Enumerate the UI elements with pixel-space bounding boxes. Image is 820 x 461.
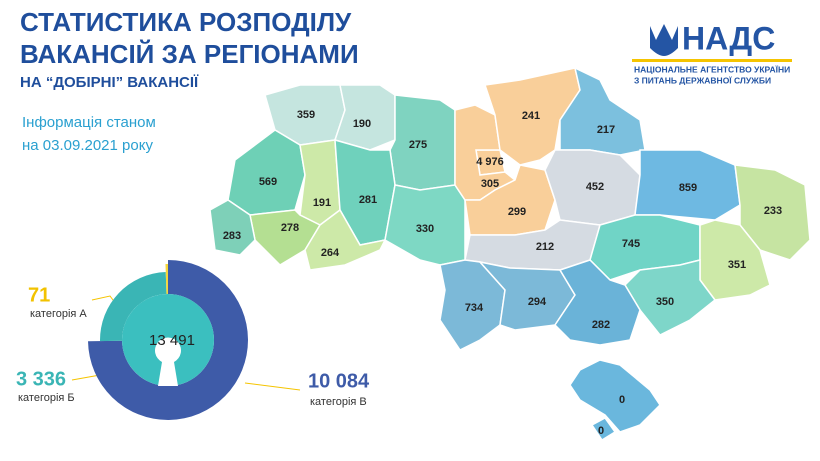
title: ВАКАНСІЙ ЗА РЕГІОНАМИ [20,39,359,69]
region [734,164,811,261]
region-value: 264 [321,247,340,259]
region-value: 283 [223,230,241,242]
value-label: 10 084 [308,370,370,392]
donut-segment [100,272,167,342]
region-value: 191 [313,197,331,209]
map: 359 190 275 569 191 281 278 283 264 330 4 976 305 29… [209,66,811,442]
category-label: категорія А [30,308,87,320]
region-value: 859 [679,182,697,194]
region-value: 294 [528,296,547,308]
logo: НАДС НАЦІОНАЛЬНЕ АГЕНТСТВО УКРАЇНИ З ПИТ… [632,20,792,85]
info: на 03.09.2021 року [22,137,153,154]
region-value: 282 [592,319,610,331]
trident [650,24,678,56]
region-value: 281 [359,194,377,206]
region-value: 190 [353,118,371,130]
region-value: 359 [297,109,315,121]
keyhole [155,337,181,386]
donut-segment [165,264,168,295]
region [590,417,617,442]
region-value: 212 [536,241,554,253]
region-value: 0 [598,425,604,437]
donut-chart: 13 491 71 категорія А 3 336 категорія Б 10 08… [16,260,370,420]
logo-text: З ПИТАНЬ ДЕРЖАВНОЇ СЛУЖБИ [634,75,771,85]
region-value: 452 [586,181,604,193]
region [334,84,396,151]
region-value: 275 [409,139,427,151]
region-value: 734 [465,302,484,314]
logo-text: НАЦІОНАЛЬНЕ АГЕНТСТВО УКРАЇНИ [634,64,790,74]
value-label: 3 336 [16,368,66,390]
logo-name: НАДС [682,20,775,56]
region [569,359,661,433]
region [554,259,641,346]
region-value: 278 [281,222,299,234]
region-value: 330 [416,223,434,235]
region-value: 351 [728,259,746,271]
region-value: 350 [656,296,674,308]
region-value: 217 [597,124,615,136]
category-label: категорія Б [18,392,75,404]
logo-rule [632,59,792,62]
region [227,129,306,216]
region-value: 241 [522,110,540,122]
region [439,259,506,351]
region-value: 233 [764,205,782,217]
donut-total: 13 491 [149,332,195,349]
region-value: 4 976 [476,156,504,168]
connector [244,382,301,391]
info: Інформація станом [22,114,156,131]
region-value: 299 [508,206,526,218]
value-label: 71 [28,284,50,306]
region [209,199,256,256]
region-value: 0 [619,394,625,406]
region-value: 569 [259,176,277,188]
region [299,139,341,226]
title: СТАТИСТИКА РОЗПОДІЛУ [20,7,352,37]
region-value: 745 [622,238,640,250]
donut-segment [88,260,248,420]
category-label: категорія В [310,396,367,408]
region-value: 305 [481,178,499,190]
subtitle: НА “ДОБІРНІ” ВАКАНСІЇ [20,74,199,91]
